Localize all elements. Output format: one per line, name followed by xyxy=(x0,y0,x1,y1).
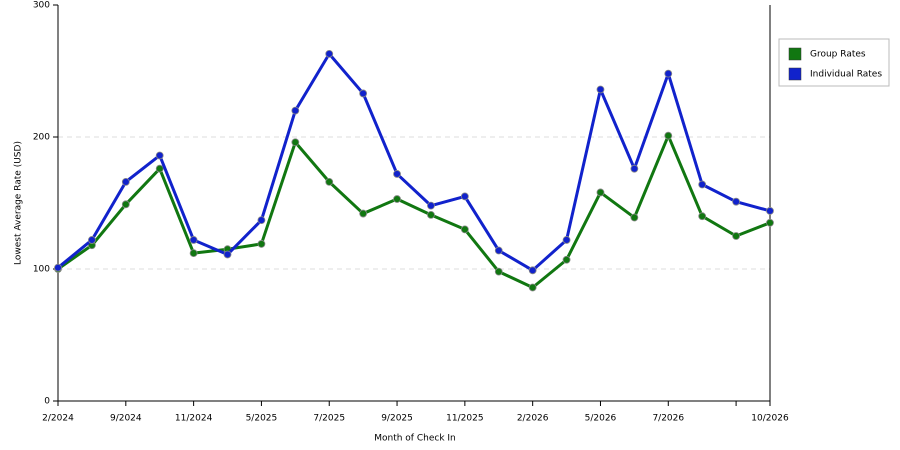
point xyxy=(664,69,673,78)
point xyxy=(427,210,435,219)
x-tick-label: 2/2024 xyxy=(42,414,74,424)
point xyxy=(528,283,537,292)
point xyxy=(766,207,774,215)
point xyxy=(732,197,740,206)
point xyxy=(393,170,401,178)
point xyxy=(596,85,605,94)
x-tick-label: 9/2024 xyxy=(110,414,142,424)
y-tick-label: 100 xyxy=(33,265,50,275)
point xyxy=(427,201,435,210)
point xyxy=(562,255,571,264)
x-tick-label: 11/2025 xyxy=(446,414,483,424)
point xyxy=(698,212,707,221)
x-tick-label: 10/2026 xyxy=(751,414,789,424)
point xyxy=(664,131,673,140)
point xyxy=(155,164,164,173)
line xyxy=(57,134,771,289)
legend-swatch xyxy=(788,67,802,81)
line xyxy=(57,52,771,272)
point xyxy=(257,216,266,225)
point xyxy=(562,236,571,244)
point xyxy=(698,180,707,189)
point xyxy=(121,200,130,209)
point xyxy=(732,232,740,240)
x-tick-label: 2/2026 xyxy=(517,414,549,424)
y-axis-label: Lowest Average Rate (USD) xyxy=(14,141,24,265)
x-tick-label: 5/2025 xyxy=(246,414,278,424)
x-tick-label: 9/2025 xyxy=(381,414,413,424)
point xyxy=(291,106,300,115)
point xyxy=(257,240,266,248)
point xyxy=(189,249,198,258)
point xyxy=(528,266,537,275)
point xyxy=(596,188,605,197)
point xyxy=(393,195,401,203)
y-tick-label: 300 xyxy=(33,1,50,11)
point xyxy=(121,177,130,186)
point xyxy=(766,218,774,227)
legend-label: Individual Rates xyxy=(810,70,882,80)
y-tick-label: 0 xyxy=(44,397,50,407)
point xyxy=(494,246,503,255)
legend-label: Group Rates xyxy=(810,50,866,60)
x-tick-label: 7/2026 xyxy=(652,414,684,424)
point xyxy=(325,49,334,58)
point xyxy=(359,209,368,218)
point xyxy=(155,151,164,160)
point xyxy=(223,250,232,259)
x-tick-label: 7/2025 xyxy=(313,414,345,424)
point xyxy=(291,138,300,147)
x-tick-label: 11/2024 xyxy=(175,414,213,424)
x-axis-label: Month of Check In xyxy=(374,434,456,444)
legend-swatch xyxy=(788,47,802,61)
point xyxy=(494,267,503,276)
point xyxy=(325,177,334,186)
point xyxy=(630,164,639,173)
point xyxy=(88,236,96,244)
x-tick-label: 5/2026 xyxy=(585,414,617,424)
y-tick-label: 200 xyxy=(33,133,50,143)
point xyxy=(460,225,469,234)
point xyxy=(359,89,368,98)
point xyxy=(630,213,639,222)
point xyxy=(189,236,198,244)
point xyxy=(54,263,62,272)
point xyxy=(460,192,469,201)
